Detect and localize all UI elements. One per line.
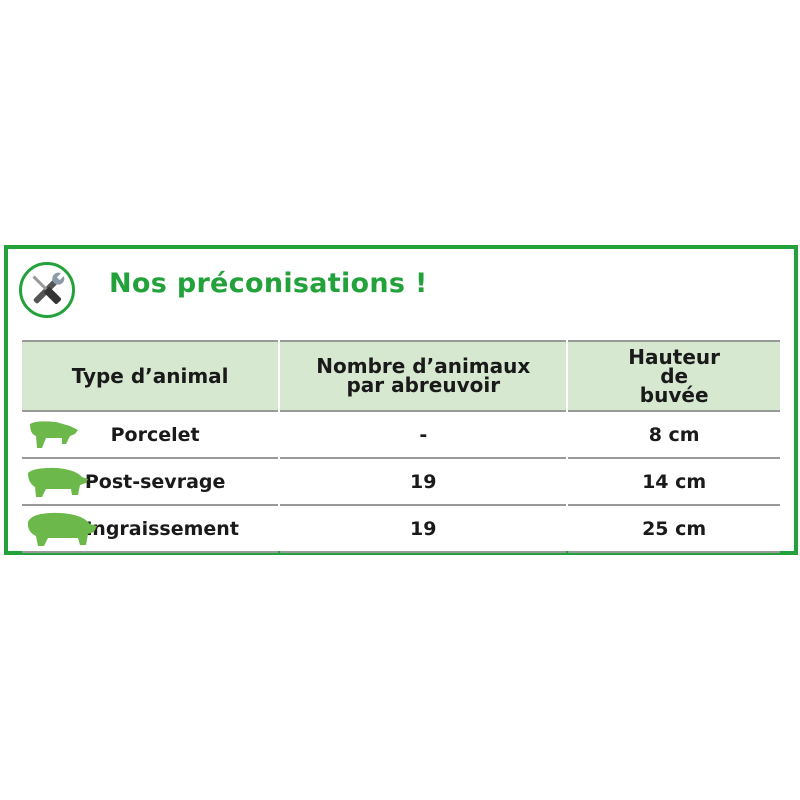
page-title: Nos préconisations !	[109, 268, 428, 299]
table-row: Engraissement 19 25 cm	[22, 506, 780, 553]
table-row: Porcelet - 8 cm	[22, 412, 780, 459]
header-drinking-height: Hauteur de buvée	[568, 340, 780, 412]
table-header-row: Type d’animal Nombre d’animaux par abreu…	[22, 340, 780, 412]
weaner-pig-icon	[28, 467, 88, 497]
table-row: Post-sevrage 19 14 cm	[22, 459, 780, 506]
fattening-pig-icon	[27, 512, 97, 546]
piglet-icon	[30, 420, 78, 448]
recommendations-table: Type d’animal Nombre d’animaux par abreu…	[20, 340, 782, 553]
tools-icon	[19, 262, 75, 318]
header-animal-type: Type d’animal	[22, 340, 279, 412]
header-animals-per-drinker: Nombre d’animaux par abreuvoir	[280, 340, 567, 412]
